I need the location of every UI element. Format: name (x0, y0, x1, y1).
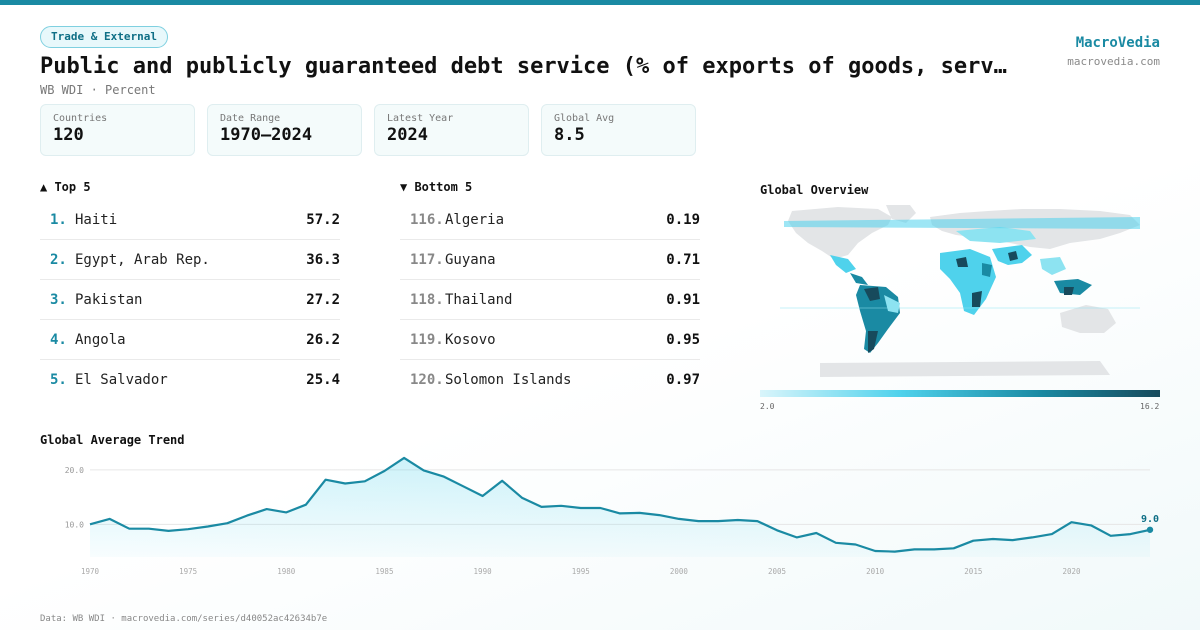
map-title: Global Overview (760, 183, 869, 197)
x-tick-label: 1980 (277, 567, 296, 576)
bottom-5-list: ▼ Bottom 5 116. Algeria 0.19 117. Guyana 0.7… (400, 180, 700, 400)
list-item[interactable]: 2. Egypt, Arab Rep. 36.3 (40, 240, 340, 280)
rank: 3. (50, 291, 67, 308)
country-name: El Salvador (75, 372, 168, 388)
country-name: Haiti (75, 211, 118, 228)
list-item[interactable]: 118. Thailand 0.91 (400, 280, 700, 320)
country-name: Thailand (445, 291, 513, 308)
country-name: Egypt, Arab Rep. (75, 251, 210, 268)
footer-source: Data: WB WDI · macrovedia.com/series/d40… (40, 614, 328, 624)
stat-card-countries: Countries 120 (40, 104, 195, 156)
country-name: Guyana (445, 251, 496, 268)
country-name: Algeria (445, 211, 505, 228)
scale-max-label: 16.2 (1140, 402, 1160, 411)
country-value: 0.19 (666, 211, 700, 228)
top-accent-bar (0, 0, 1200, 5)
x-tick-label: 2015 (964, 567, 982, 576)
list-item[interactable]: 120. Solomon Islands 0.97 (400, 360, 700, 400)
stat-label: Global Avg (554, 113, 615, 124)
top-5-heading: ▲ Top 5 (40, 180, 91, 194)
stat-value: 120 (53, 125, 84, 145)
stat-card-global-avg: Global Avg 8.5 (541, 104, 696, 156)
list-item[interactable]: 3. Pakistan 27.2 (40, 280, 340, 320)
trend-title: Global Average Trend (40, 433, 185, 447)
stat-label: Date Range (220, 113, 281, 124)
stat-label: Latest Year (387, 113, 454, 124)
rank: 118. (410, 291, 444, 308)
rank: 1. (50, 211, 67, 228)
x-tick-label: 1970 (81, 567, 100, 576)
map-color-scale (760, 390, 1160, 397)
stat-value: 2024 (387, 125, 428, 145)
rank: 5. (50, 372, 67, 388)
trend-area (90, 457, 1150, 557)
list-item[interactable]: 116. Algeria 0.19 (400, 200, 700, 240)
trend-end-label: 9.0 (1141, 514, 1159, 525)
bottom-5-heading: ▼ Bottom 5 (400, 180, 473, 194)
brand-url[interactable]: macrovedia.com (1067, 55, 1160, 68)
rank: 2. (50, 251, 67, 268)
page-subtitle: WB WDI · Percent (40, 83, 156, 97)
rank: 120. (410, 372, 444, 388)
country-value: 57.2 (306, 211, 340, 228)
country-name: Pakistan (75, 291, 143, 308)
trend-line (89, 456, 1151, 553)
trend-chart[interactable]: 10.0 20.0 1970 1975 1980 1985 1990 1995 2000 2005… (40, 455, 1170, 585)
x-tick-label: 2020 (1062, 567, 1081, 576)
stats-row: Countries 120 Date Range 1970–2024 Lates… (40, 104, 696, 156)
country-value: 36.3 (306, 251, 340, 268)
list-item[interactable]: 1. Haiti 57.2 (40, 200, 340, 240)
stat-label: Countries (53, 113, 108, 124)
x-tick-label: 1985 (375, 567, 393, 576)
x-tick-label: 1975 (179, 567, 197, 576)
country-name: Angola (75, 331, 126, 348)
rank: 119. (410, 331, 444, 348)
x-tick-label: 2005 (768, 567, 786, 576)
y-tick-label: 10.0 (65, 520, 84, 529)
x-tick-label: 2010 (866, 567, 885, 576)
country-value: 27.2 (306, 291, 340, 308)
country-value: 0.95 (666, 331, 700, 348)
list-item[interactable]: 119. Kosovo 0.95 (400, 320, 700, 360)
category-badge[interactable]: Trade & External (40, 26, 168, 48)
list-item[interactable]: 4. Angola 26.2 (40, 320, 340, 360)
top-5-list: ▲ Top 5 1. Haiti 57.2 2. Egypt, Arab Rep. 36… (40, 180, 340, 400)
rank: 4. (50, 331, 67, 348)
country-value: 0.97 (666, 372, 700, 388)
x-tick-label: 2000 (670, 567, 689, 576)
brand-name[interactable]: MacroVedia (1075, 35, 1160, 51)
stat-value: 1970–2024 (220, 125, 313, 145)
country-value: 26.2 (306, 331, 340, 348)
y-tick-label: 20.0 (65, 466, 84, 475)
brand: MacroVedia macrovedia.com (1067, 35, 1160, 68)
trend-end-point (1146, 526, 1154, 533)
stat-card-date-range: Date Range 1970–2024 (207, 104, 362, 156)
country-value: 0.71 (666, 251, 700, 268)
world-choropleth-map[interactable] (760, 203, 1160, 383)
country-value: 0.91 (666, 291, 700, 308)
x-tick-label: 1995 (572, 567, 590, 576)
list-item[interactable]: 5. El Salvador 25.4 (40, 360, 340, 400)
map-data-regions (784, 217, 1140, 353)
x-tick-label: 1990 (474, 567, 493, 576)
stat-value: 8.5 (554, 125, 585, 145)
country-name: Solomon Islands (445, 372, 572, 388)
country-value: 25.4 (306, 372, 340, 388)
rank: 116. (410, 211, 444, 228)
list-item[interactable]: 117. Guyana 0.71 (400, 240, 700, 280)
stat-card-latest-year: Latest Year 2024 (374, 104, 529, 156)
page-title: Public and publicly guaranteed debt serv… (40, 54, 1007, 79)
rank: 117. (410, 251, 444, 268)
scale-min-label: 2.0 (760, 402, 775, 411)
country-name: Kosovo (445, 331, 496, 348)
